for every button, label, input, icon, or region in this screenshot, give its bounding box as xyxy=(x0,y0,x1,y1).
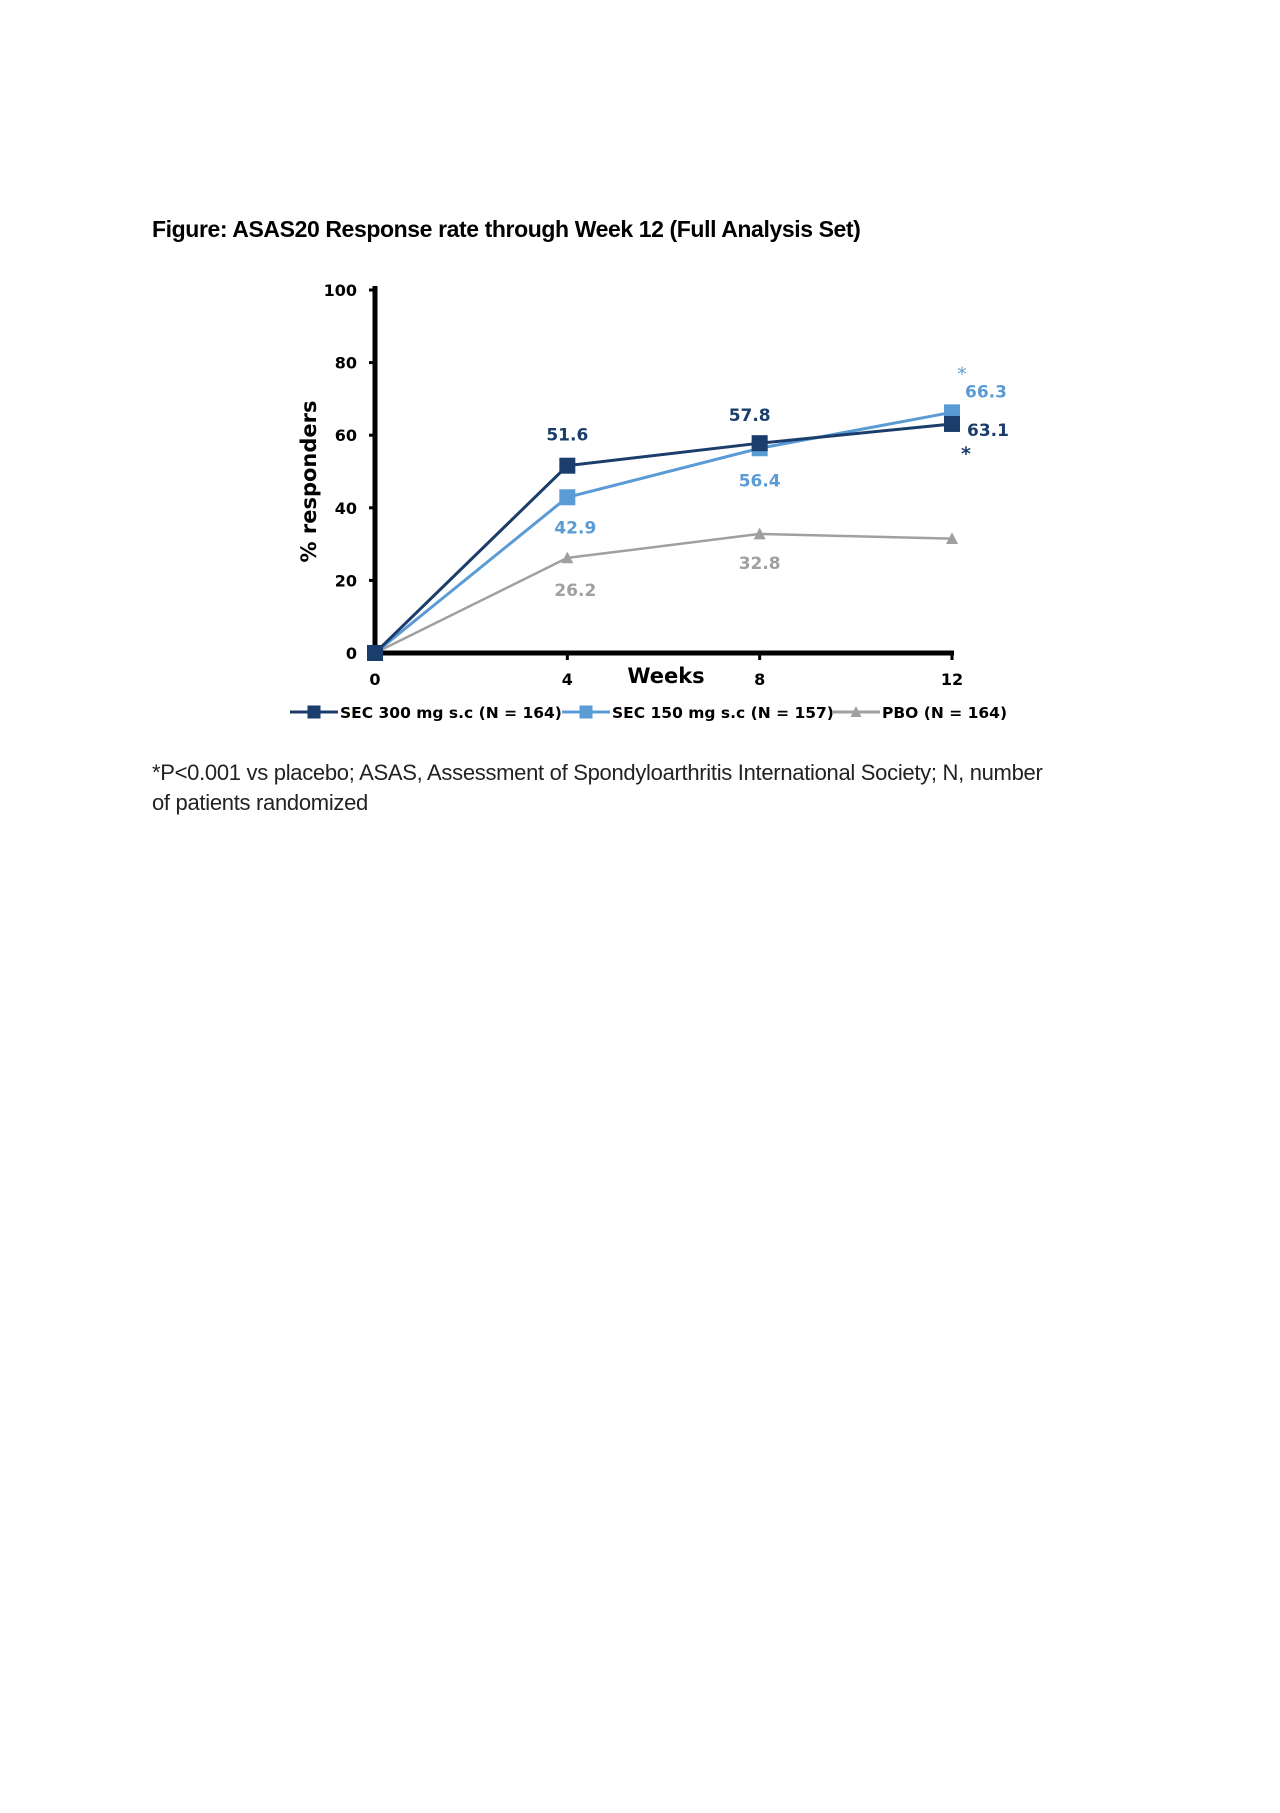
pbo-marker xyxy=(753,527,766,540)
x-tick-label: 4 xyxy=(562,670,573,689)
y-tick-label: 40 xyxy=(335,499,357,518)
y-tick-label: 20 xyxy=(335,571,357,590)
sec150-marker xyxy=(559,489,576,506)
pbo-marker xyxy=(946,532,958,545)
sec300-marker xyxy=(751,435,768,452)
footnote-line-2: of patients randomized xyxy=(152,790,368,815)
sec300-data-label: 57.8 xyxy=(729,406,771,426)
y-tick-label: 100 xyxy=(324,281,357,300)
sec150-significance-marker: * xyxy=(957,363,967,385)
line-chart: 0 20 40 60 80 100 0 4 8 12 Weeks % responders 51.6 5… xyxy=(290,281,1009,722)
pbo-marker xyxy=(561,551,574,564)
y-tick-label: 0 xyxy=(346,644,357,663)
legend-label: SEC 300 mg s.c (N = 164) xyxy=(340,704,562,722)
pbo-data-label: 32.8 xyxy=(739,554,781,574)
pbo-data-label: 26.2 xyxy=(554,581,596,601)
sec300-line xyxy=(373,422,953,655)
chart-axes: 0 20 40 60 80 100 0 4 8 12 Weeks % responders xyxy=(297,281,963,689)
y-tick-label: 80 xyxy=(335,354,357,373)
footnote-line-1: *P<0.001 vs placebo; ASAS, Assessment of… xyxy=(152,760,1043,785)
chart-series xyxy=(367,404,960,661)
chart-legend: SEC 300 mg s.c (N = 164) SEC 150 mg s.c (… xyxy=(290,704,1007,722)
sec300-data-label: 51.6 xyxy=(546,426,588,446)
sec150-data-label: 42.9 xyxy=(554,518,596,538)
sec150-data-label: 56.4 xyxy=(739,471,781,491)
pbo-line xyxy=(374,532,953,655)
sec300-marker xyxy=(559,457,576,474)
y-tick-label: 60 xyxy=(335,426,357,445)
sec150-line xyxy=(374,410,953,655)
sec300-significance-marker: * xyxy=(961,443,971,465)
y-axis-title: % responders xyxy=(297,401,321,563)
legend-marker xyxy=(579,705,593,719)
figure-title: Figure: ASAS20 Response rate through Wee… xyxy=(152,216,861,242)
sec300-marker xyxy=(367,645,383,661)
x-tick-label: 0 xyxy=(369,670,380,689)
x-axis-title: Weeks xyxy=(627,664,704,688)
x-tick-label: 12 xyxy=(941,670,963,689)
sec150-data-label: 66.3 xyxy=(965,382,1007,402)
sec300-marker xyxy=(944,415,960,432)
chart-data-labels: 51.657.863.1*42.956.466.3*26.232.8 xyxy=(546,363,1009,601)
legend-marker xyxy=(307,705,321,719)
legend-label: SEC 150 mg s.c (N = 157) xyxy=(612,704,834,722)
sec300-data-label: 63.1 xyxy=(967,421,1009,441)
legend-label: PBO (N = 164) xyxy=(882,704,1007,722)
legend-marker xyxy=(850,706,862,717)
x-tick-label: 8 xyxy=(754,670,765,689)
figure-footnote: *P<0.001 vs placebo; ASAS, Assessment of… xyxy=(152,758,1142,818)
